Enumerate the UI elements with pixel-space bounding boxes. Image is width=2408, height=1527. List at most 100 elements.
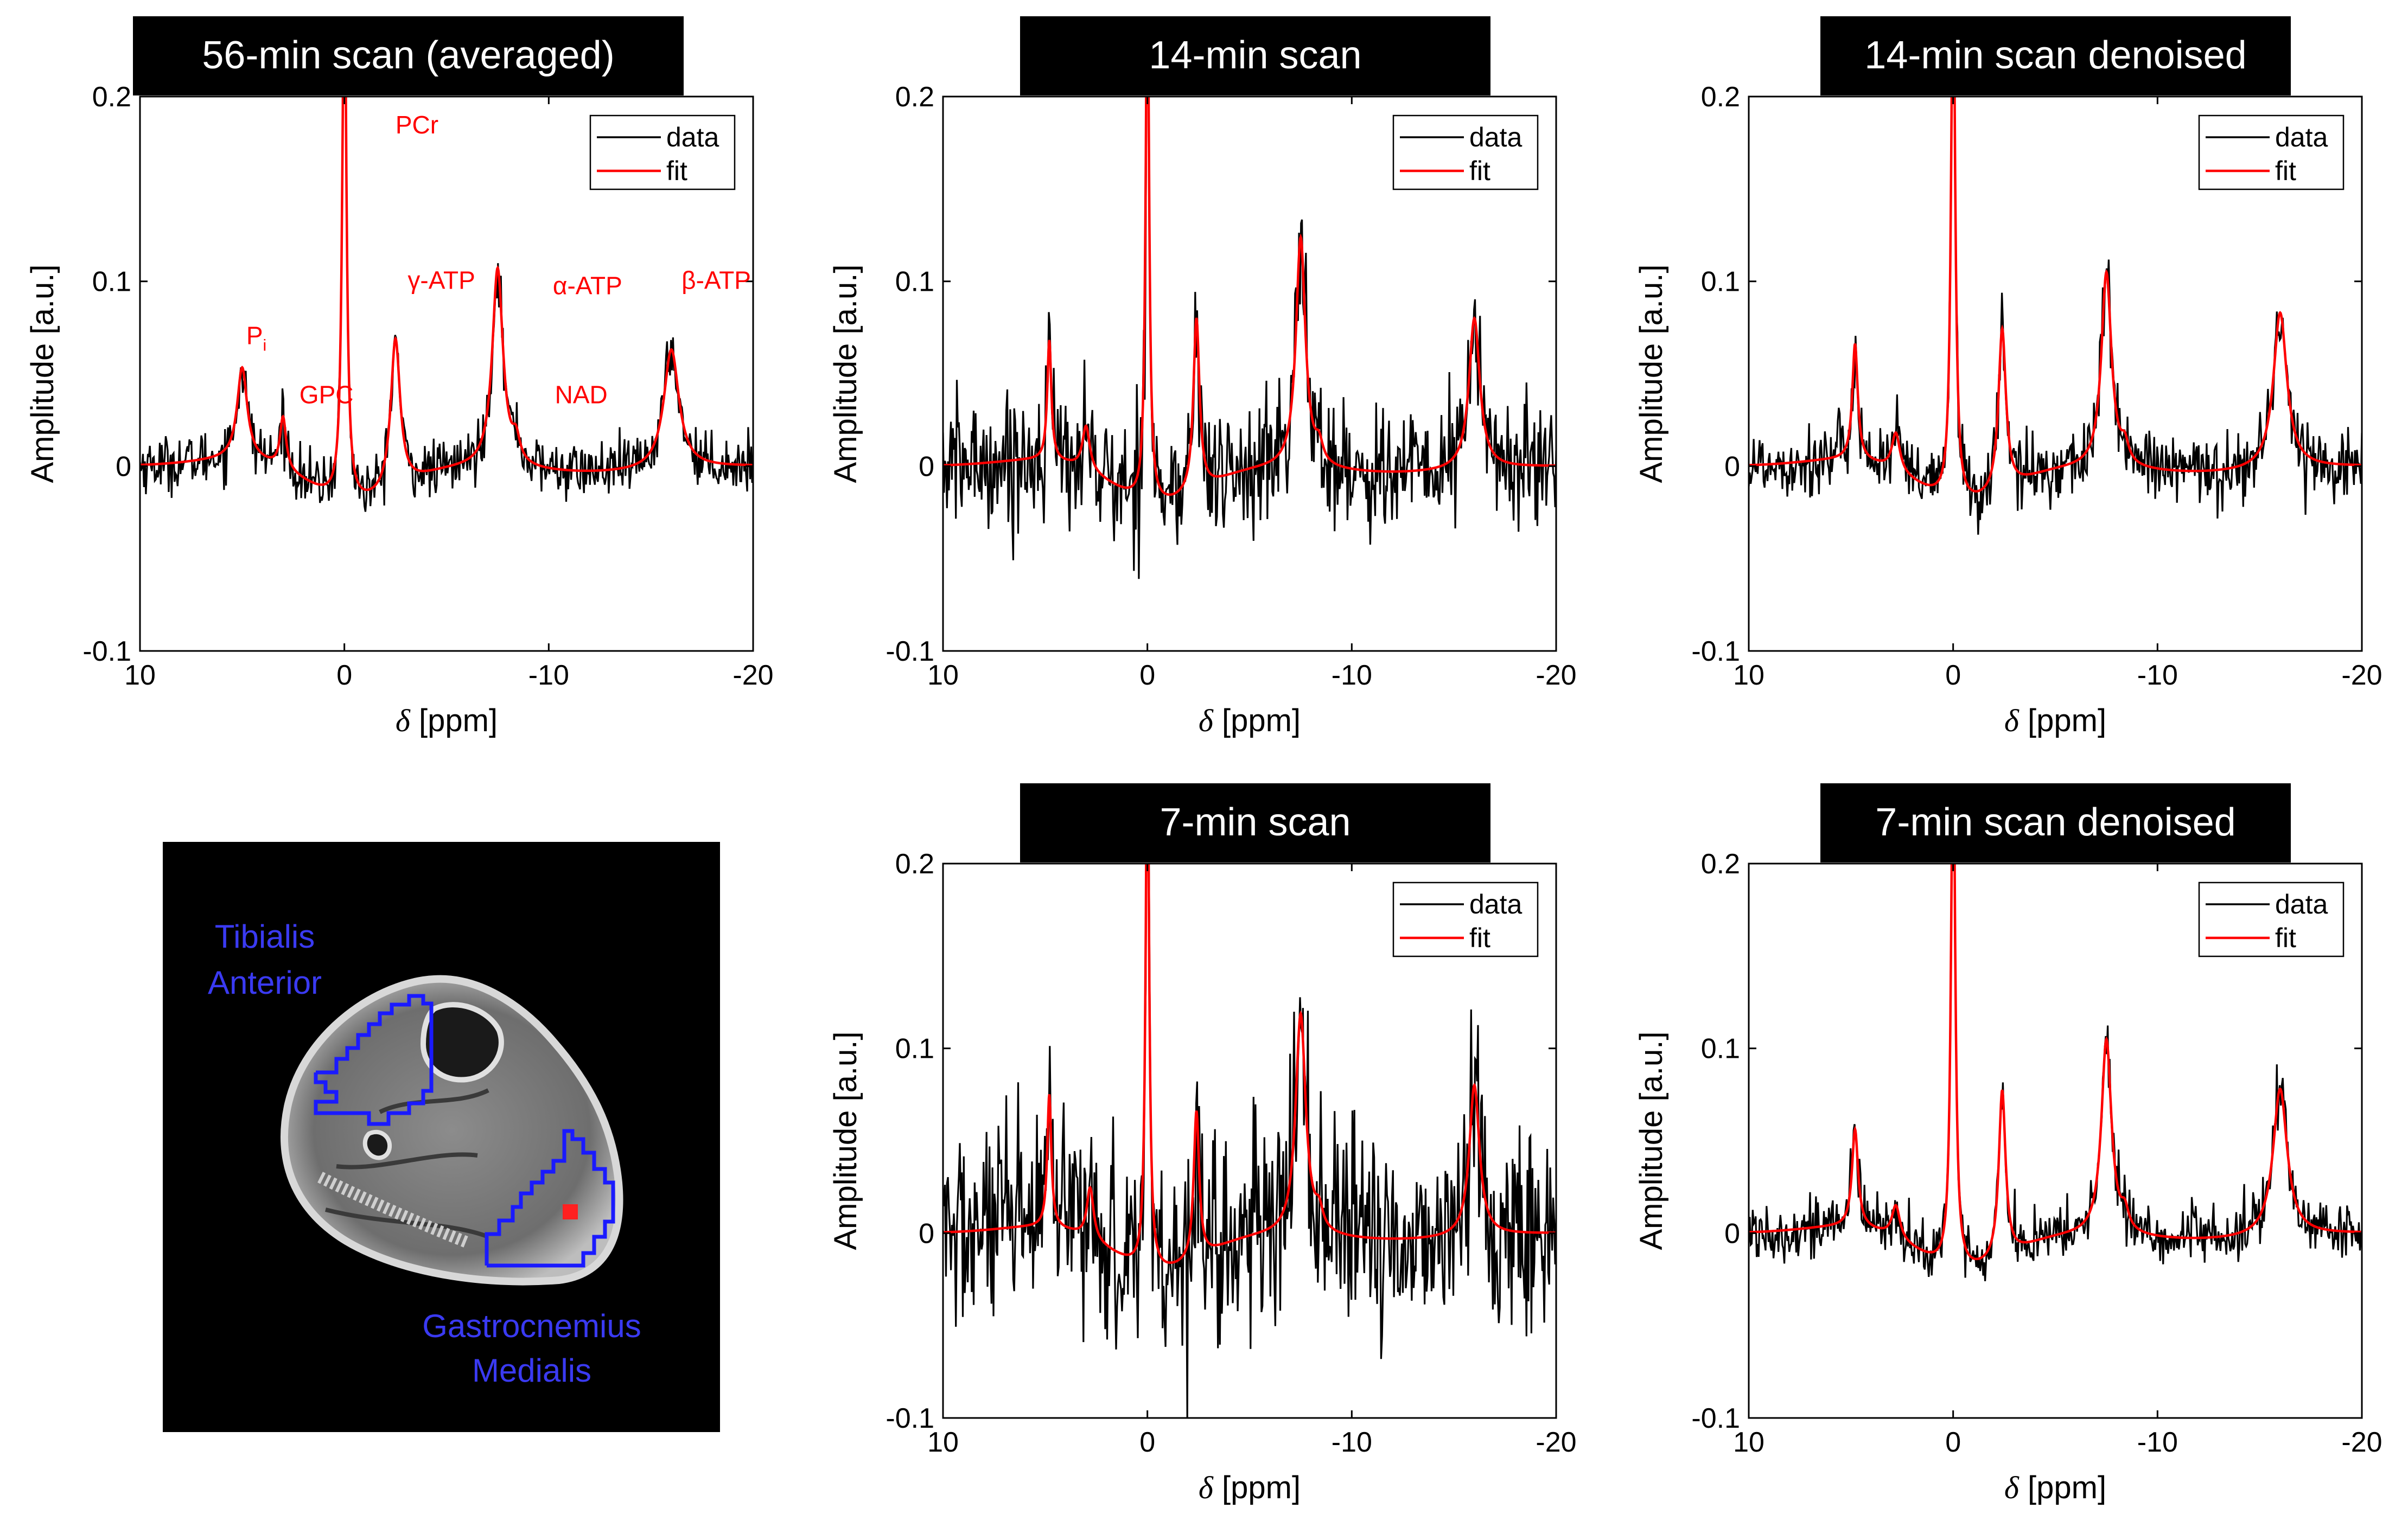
legend-box (2198, 881, 2345, 957)
peak-label: PCr (396, 111, 438, 139)
peak-label-text: PCr (396, 111, 438, 139)
x-tick-label: 10 (1733, 660, 1764, 691)
legend-label-fit: fit (1469, 923, 1490, 953)
x-tick-label: -20 (2341, 1427, 2382, 1458)
y-tick-label: 0.1 (92, 266, 131, 298)
y-tick-label: 0.1 (895, 1033, 934, 1065)
x-tick-label: 10 (1733, 1427, 1764, 1458)
peak-label-text: α-ATP (553, 272, 622, 300)
y-tick-label: 0 (116, 451, 131, 482)
data-series-line (943, 864, 1556, 1418)
plot-frame (942, 862, 1557, 1419)
peak-label: α-ATP (553, 272, 622, 300)
y-tick-label: 0.2 (895, 81, 934, 113)
y-tick-label: 0.2 (92, 81, 131, 113)
legend-box (2198, 114, 2345, 190)
y-tick-label: 0 (1724, 1218, 1740, 1249)
x-axis-label-unit: [ppm] (1213, 703, 1301, 738)
chart-title: 14-min scan (1149, 34, 1361, 77)
chart-p14d: 14-min scan denoised 10 0 -10 -20 0.2 0.1 0 -0.1… (1634, 16, 2382, 738)
x-axis-label-symbol: δ (2004, 1470, 2020, 1505)
title-box (1020, 783, 1490, 862)
x-axis-label: δ [ppm] (2004, 1470, 2106, 1505)
y-tick-label: 0 (1724, 451, 1740, 482)
x-axis-label-symbol: δ (1199, 703, 1214, 738)
legend-box (1392, 114, 1539, 190)
fit-series-line (1749, 97, 2362, 493)
voxel-marker (563, 1204, 578, 1219)
y-tick-label: 0.2 (895, 848, 934, 880)
y-tick-label: 0.1 (1701, 1033, 1740, 1065)
x-axis-label: δ [ppm] (2004, 703, 2106, 738)
x-tick-label: 10 (927, 1427, 959, 1458)
x-tick-label: 10 (124, 660, 156, 691)
legend-label-data: data (1469, 889, 1522, 919)
x-tick-label: -20 (1536, 1427, 1576, 1458)
x-axis-label-unit: [ppm] (1213, 1470, 1301, 1505)
peak-label: NAD (555, 381, 608, 409)
legend-label-data: data (1469, 122, 1522, 152)
x-tick-label: -20 (2341, 660, 2382, 691)
x-tick-label: 0 (1945, 1427, 1961, 1458)
x-axis-label-symbol: δ (2004, 703, 2020, 738)
chart-p7: 7-min scan 10 0 -10 -20 0.2 0.1 0 -0.1 δ [ppm] Amp… (828, 783, 1577, 1505)
x-tick-label: -20 (732, 660, 773, 691)
roi-tibialis-anterior (314, 994, 434, 1126)
fit-series-line (1749, 864, 2362, 1261)
x-axis-label-unit: [ppm] (410, 703, 498, 738)
data-series-line (1749, 864, 2362, 1281)
y-tick-label: -0.1 (1691, 636, 1740, 667)
legend-label-fit: fit (666, 156, 687, 186)
data-series-line (140, 97, 753, 512)
peak-label: β-ATP (681, 266, 751, 294)
x-tick-label: -10 (2137, 1427, 2178, 1458)
chart-title: 7-min scan denoised (1875, 801, 2235, 844)
title-box (1820, 783, 2291, 862)
chart-p14: 14-min scan 10 0 -10 -20 0.2 0.1 0 -0.1 δ [ppm] Am… (828, 16, 1577, 738)
x-tick-label: 0 (1945, 660, 1961, 691)
chart-title: 14-min scan denoised (1864, 34, 2246, 77)
x-tick-label: 10 (927, 660, 959, 691)
y-tick-label: 0.2 (1701, 848, 1740, 880)
chart-title: 7-min scan (1160, 801, 1350, 844)
y-tick-label: -0.1 (886, 636, 934, 667)
plot-frame (139, 95, 754, 652)
y-tick-label: 0.1 (895, 266, 934, 298)
chart-p7d: 7-min scan denoised 10 0 -10 -20 0.2 0.1 0 -0.1 δ… (1634, 783, 2382, 1505)
y-axis-label: Amplitude [a.u.] (25, 265, 60, 483)
peak-label-subscript: i (263, 336, 267, 354)
y-tick-label: -0.1 (1691, 1403, 1740, 1434)
y-axis-label: Amplitude [a.u.] (828, 265, 863, 483)
fit-series-line (943, 864, 1556, 1264)
peak-label-text: GPC (300, 381, 354, 409)
x-axis-label: δ [ppm] (396, 703, 498, 738)
title-box (1820, 16, 2291, 95)
gastrocnemius-label-line1: Gastrocnemius (422, 1308, 641, 1344)
y-tick-label: 0 (919, 1218, 934, 1249)
leg-cross-section (281, 975, 623, 1286)
x-tick-label: 0 (336, 660, 352, 691)
x-axis-label-unit: [ppm] (2019, 703, 2106, 738)
chart-title: 56-min scan (averaged) (202, 34, 614, 77)
x-tick-label: 0 (1139, 1427, 1155, 1458)
legend-label-fit: fit (2275, 923, 2296, 953)
legend-label-data: data (2275, 889, 2328, 919)
peak-label-text: P (246, 321, 263, 349)
x-tick-label: -10 (1332, 1427, 1372, 1458)
y-tick-label: 0 (919, 451, 934, 482)
y-tick-label: -0.1 (886, 1403, 934, 1434)
peak-label: Pi (246, 321, 266, 354)
y-axis-label: Amplitude [a.u.] (1634, 265, 1669, 483)
tibia-bone (420, 1002, 504, 1083)
x-tick-label: -10 (1332, 660, 1372, 691)
legend-box (1392, 881, 1539, 957)
x-axis-label: δ [ppm] (1199, 703, 1301, 738)
x-axis-label: δ [ppm] (1199, 1470, 1301, 1505)
peak-label: γ-ATP (407, 266, 475, 294)
x-axis-label-unit: [ppm] (2019, 1470, 2106, 1505)
legend-label-fit: fit (2275, 156, 2296, 186)
spectra-panels: 56-min scan (averaged) 10 0 -10 -20 0.2 0.1 0 -0… (25, 16, 2382, 1505)
plot-frame (1748, 95, 2363, 652)
legend-box (589, 114, 736, 190)
